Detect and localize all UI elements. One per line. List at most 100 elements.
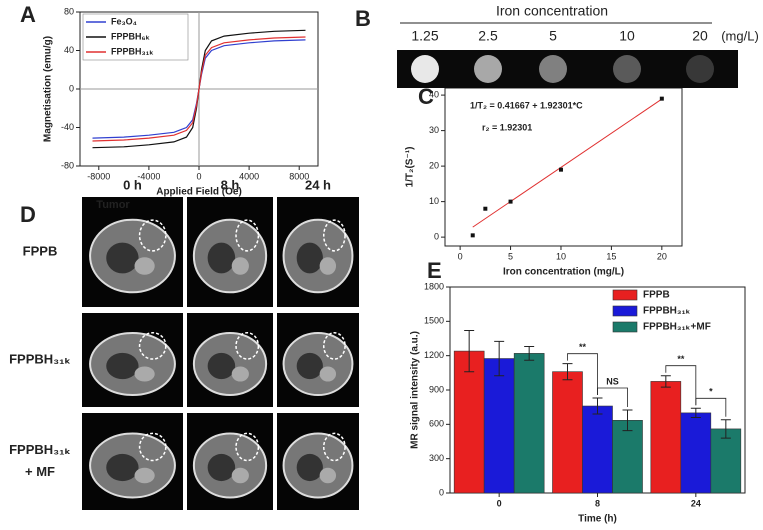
mri-organ [106,352,139,380]
mri-organ [231,257,249,275]
bar [680,412,712,494]
error-bar [592,397,603,415]
phantom-well [539,55,567,83]
annotation: 1/T₂ = 0.41667 + 1.92301*C [470,100,583,110]
error-bar [720,419,731,439]
mri-organ [296,453,323,482]
significance-bracket [567,353,598,396]
mri-organ [231,366,249,382]
x-tick-label: 0 [196,171,201,181]
concentration-label: 20 [692,28,708,44]
error-bar [660,375,671,388]
bar [513,353,545,494]
mri-organ [134,257,155,275]
mri-organ [134,467,155,484]
unit-label: (mg/L) [721,28,759,43]
legend-label: FPPBH₃₁ₖ [111,46,154,56]
significance-bracket [665,365,697,406]
mri-organ [319,366,337,382]
error-bar [622,409,633,432]
concentration-label: 5 [549,28,557,44]
y-tick-label: 20 [429,160,439,170]
x-tick-label: 20 [657,251,667,261]
tumor-label: Tumor [96,199,130,211]
x-tick-label: 10 [556,251,566,261]
mri-organ [296,352,323,380]
series-line [92,36,306,142]
tumor-outline [235,219,260,252]
error-bar [464,329,475,373]
bar [453,350,485,494]
mri-organ [207,352,236,380]
significance-label: * [709,387,713,397]
row-label: + MF [25,464,55,479]
row-label: FPPBH₃₁ₖ [9,442,71,457]
legend-label: FPPBH₃₁ₖ+MF [643,322,711,333]
column-label: 8 h [221,177,240,192]
error-bar [562,363,573,381]
tumor-outline [138,432,167,462]
column-label: 24 h [305,177,331,192]
fit-line [472,98,663,228]
y-tick-label: -40 [61,122,74,132]
y-tick-label: 0 [434,231,439,241]
legend-box [82,13,189,61]
column-label: 0 h [123,177,142,192]
concentration-label: 2.5 [478,28,498,44]
x-axis-label: Applied Field (Oe) [156,187,242,198]
legend-label: FPPBH₆ₖ [111,31,150,41]
y-tick-label: 40 [429,89,439,99]
mri-organ [319,257,337,275]
tumor-outline [138,219,167,252]
phantom-well [411,55,439,83]
x-tick-label: 24 [691,498,701,508]
panel-label: D [20,202,36,227]
data-point [558,167,563,172]
mri-organ [319,467,337,484]
significance-label: NS [606,376,619,386]
data-point [470,233,475,238]
y-tick-label: 80 [64,6,74,16]
mri-organ [231,467,249,484]
mri-organ [134,366,155,382]
concentration-label: 10 [619,28,635,44]
y-tick-label: -80 [61,160,74,170]
y-tick-label: 300 [429,453,444,463]
y-tick-label: 30 [429,125,439,135]
data-point [508,199,513,204]
phantom-well [474,55,502,83]
tumor-outline [138,331,167,360]
x-tick-label: 8000 [289,171,309,181]
legend-label: FPPBH₃₁ₖ [643,306,691,317]
legend-swatch [612,321,638,333]
annotation: r₂ = 1.92301 [482,122,532,132]
panel-label: A [20,2,36,27]
tumor-outline [322,219,346,252]
significance-label: ** [677,354,685,364]
x-tick-label: 8 [595,498,600,508]
y-tick-label: 0 [69,83,74,93]
y-tick-label: 10 [429,196,439,206]
bar [582,405,613,494]
y-tick-label: 0 [439,487,444,497]
significance-bracket [597,387,628,408]
legend-swatch [612,289,638,301]
tumor-outline [235,432,260,462]
error-bar [524,346,535,361]
y-tick-label: 600 [429,419,444,429]
x-axis-label: Time (h) [578,514,617,525]
tumor-outline [322,331,346,360]
x-tick-label: 15 [606,251,616,261]
x-tick-label: -8000 [87,171,110,181]
x-tick-label: 4000 [239,171,259,181]
phantom-well [686,55,714,83]
y-tick-label: 1200 [424,350,444,360]
y-axis-label: 1/T₂(S⁻¹) [405,147,416,188]
mri-organ [207,242,236,274]
y-axis-label: MR signal intensity (a.u.) [410,331,421,449]
tumor-outline [235,331,260,360]
panel-label: B [355,6,371,31]
bar [612,420,643,494]
phantom-well [613,55,641,83]
